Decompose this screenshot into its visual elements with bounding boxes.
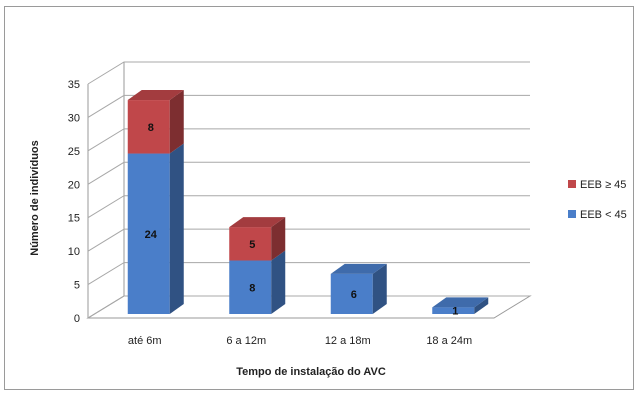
legend: EEB ≥ 45 EEB < 45 (568, 179, 627, 221)
x-tick-labels: até 6m 6 a 12m 12 a 18m 18 a 24m (128, 335, 472, 347)
y-tick-labels: 0 5 10 15 20 25 30 35 (68, 79, 80, 325)
bar-segment: 8 (127, 90, 184, 154)
gridline (87, 195, 530, 219)
bar-side (372, 263, 387, 314)
bar-top (127, 90, 184, 101)
bar-front (127, 100, 170, 154)
data-label: 6 (351, 289, 357, 301)
legend-item: EEB ≥ 45 (568, 179, 626, 191)
data-label: 5 (249, 239, 255, 251)
bar-side (169, 90, 184, 154)
gridline (87, 161, 530, 185)
x-axis-title: Tempo de instalação do AVC (236, 366, 386, 378)
legend-label: EEB ≥ 45 (580, 179, 626, 191)
y-tick-label: 0 (74, 313, 80, 325)
bar-front (127, 153, 170, 314)
x-tick-label: até 6m (128, 335, 162, 347)
bar-top (229, 217, 286, 228)
y-tick-label: 35 (68, 79, 80, 91)
x-tick-label: 12 a 18m (325, 335, 371, 347)
bar-side (474, 297, 489, 314)
data-label: 1 (452, 306, 458, 318)
legend-swatch (568, 210, 576, 218)
legend-swatch (568, 180, 576, 188)
x-tick-label: 6 a 12m (226, 335, 266, 347)
bar-segment: 8 (229, 250, 286, 314)
chart-frame (4, 6, 634, 390)
bar-side (271, 217, 286, 261)
bar-front (229, 227, 272, 261)
bar-segment: 6 (330, 263, 387, 314)
bar-front (432, 307, 475, 314)
bar-front (229, 260, 272, 314)
data-label: 8 (148, 122, 154, 134)
gridline (87, 228, 530, 252)
gridline (87, 61, 530, 85)
gridline (87, 128, 530, 152)
x-tick-label: 18 a 24m (426, 335, 472, 347)
y-tick-label: 20 (68, 179, 80, 191)
y-tick-label: 30 (68, 112, 80, 124)
data-label: 24 (145, 229, 158, 241)
gridline (87, 262, 530, 285)
y-tick-label: 15 (68, 213, 80, 225)
y-tick-label: 5 (74, 280, 80, 292)
legend-label: EEB < 45 (580, 209, 627, 221)
bar-front (330, 273, 373, 314)
bar-side (271, 250, 286, 314)
bar-segment: 1 (432, 297, 489, 318)
gridlines (87, 61, 530, 319)
bar-segment: 24 (127, 143, 184, 314)
legend-item: EEB < 45 (568, 209, 627, 221)
data-label: 8 (249, 282, 255, 294)
side-wall-edge (87, 62, 125, 319)
y-axis-title: Número de indivíduos (29, 140, 41, 256)
gridline (87, 295, 530, 319)
y-tick-label: 10 (68, 246, 80, 258)
y-tick-label: 25 (68, 146, 80, 158)
bar-top (432, 297, 489, 308)
bar-segment: 5 (229, 217, 286, 261)
bar-side (169, 143, 184, 314)
bar-top (330, 263, 387, 274)
bars: 24 8 8 5 6 1 (127, 90, 489, 318)
gridline (87, 94, 530, 118)
